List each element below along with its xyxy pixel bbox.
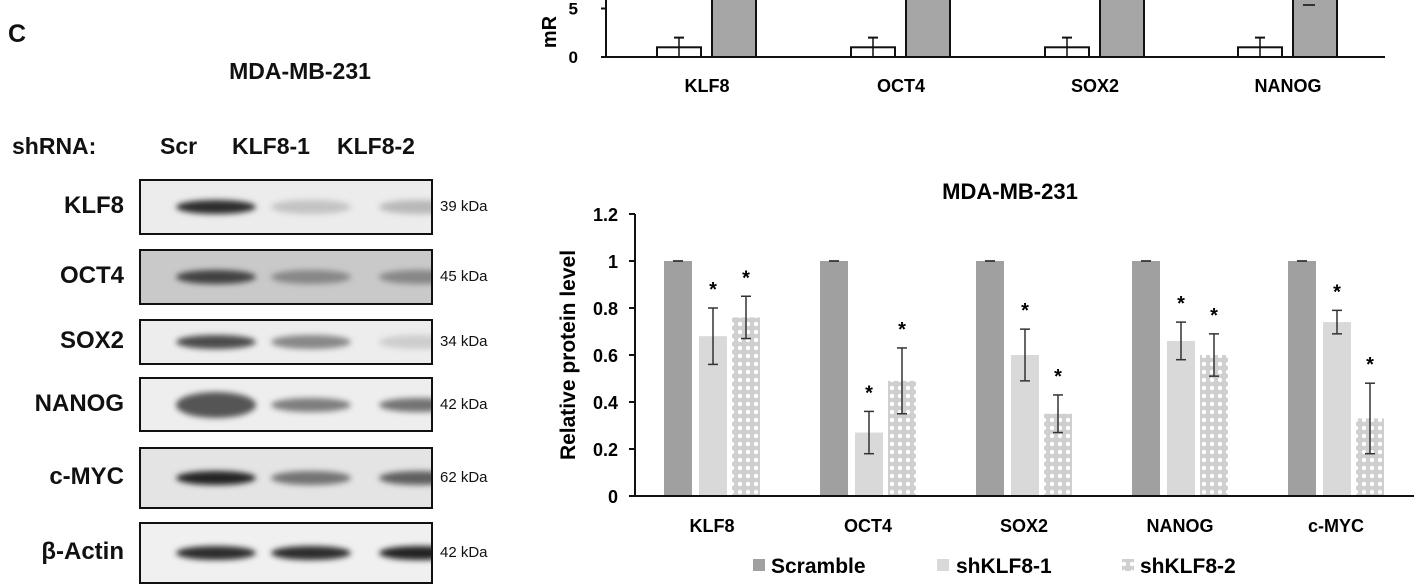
y-axis-label: Relative protein level (557, 250, 580, 460)
bar-scramble (1288, 261, 1316, 496)
category-label: KLF8 (685, 76, 730, 96)
significance-star: * (709, 279, 717, 301)
legend-label: shKLF8-2 (1140, 555, 1236, 578)
blot-row-label: c-MYC (49, 463, 124, 490)
protein-band (176, 270, 256, 284)
protein-band (379, 397, 431, 412)
blot-strip (139, 249, 433, 305)
protein-band (176, 391, 256, 418)
blot-row-label: KLF8 (64, 192, 124, 219)
category-label: NANOG (1147, 516, 1214, 536)
legend-swatch-shklf8-2 (1122, 559, 1134, 571)
protein-band (379, 270, 431, 284)
y-tick-label: 1.2 (593, 205, 618, 225)
category-label: KLF8 (690, 516, 735, 536)
molecular-weight-label: 62 kDa (440, 469, 488, 486)
legend-label: Scramble (771, 555, 866, 578)
blot-strip (139, 377, 433, 432)
protein-band (176, 471, 256, 485)
category-label: c-MYC (1308, 516, 1364, 536)
molecular-weight-label: 42 kDa (440, 544, 488, 561)
bar-grey-clipped (905, 0, 951, 58)
category-label: OCT4 (844, 516, 892, 536)
shrna-label: shRNA: (12, 133, 97, 159)
y-tick-label: 5 (569, 0, 578, 19)
category-label: NANOG (1255, 76, 1322, 96)
protein-band (271, 471, 351, 485)
bar-scramble (664, 261, 692, 496)
protein-band (176, 200, 256, 214)
blot-strip (139, 319, 433, 365)
y-axis-label: mR (539, 15, 561, 48)
legend-swatch-scramble (753, 559, 765, 571)
bar-shklf8-2 (1200, 355, 1228, 496)
category-label: OCT4 (877, 76, 925, 96)
y-tick-label: 0.6 (593, 346, 618, 366)
y-tick-label: 1 (608, 252, 618, 272)
molecular-weight-label: 39 kDa (440, 198, 488, 215)
protein-band (176, 335, 256, 349)
bar-scramble (976, 261, 1004, 496)
protein-band (271, 200, 351, 214)
molecular-weight-label: 34 kDa (440, 333, 488, 350)
protein-band (379, 471, 431, 485)
bar-shklf8-1 (1323, 322, 1351, 496)
protein-band (176, 546, 256, 560)
protein-band (271, 397, 351, 412)
y-tick-label: 0.4 (593, 393, 618, 413)
significance-star: * (898, 319, 906, 341)
blot-title: MDA-MB-231 (229, 58, 371, 84)
protein-band (379, 546, 431, 560)
significance-star: * (1177, 293, 1185, 315)
legend-swatch-shklf8-1 (937, 559, 949, 571)
blot-strip (139, 179, 433, 235)
significance-star: * (1333, 281, 1341, 303)
y-tick-label: 0.8 (593, 299, 618, 319)
blot-row-label: OCT4 (59, 262, 124, 289)
significance-star: * (1210, 305, 1218, 327)
bar-grey-clipped (711, 0, 757, 58)
lane-label-klf8-2: KLF8-2 (337, 133, 415, 159)
bar-shklf8-1 (1167, 340, 1195, 496)
bar-grey-clipped (1292, 0, 1338, 58)
molecular-weight-label: 45 kDa (440, 268, 488, 285)
blot-strip (139, 522, 433, 584)
blot-row-label: NANOG (34, 389, 124, 417)
bar-shklf8-2 (732, 317, 760, 496)
bar-scramble (820, 261, 848, 496)
significance-star: * (1366, 354, 1374, 376)
protein-band (379, 335, 431, 349)
lane-label-scr: Scr (160, 133, 198, 159)
y-tick-label: 0.2 (593, 440, 618, 460)
bar-scramble (1132, 261, 1160, 496)
blot-row-label: β-Actin (41, 538, 124, 565)
bar-grey-clipped (1099, 0, 1145, 58)
category-label: SOX2 (1000, 516, 1048, 536)
significance-star: * (865, 382, 873, 404)
legend-label: shKLF8-1 (956, 555, 1052, 578)
blot-strip (139, 447, 433, 509)
molecular-weight-label: 42 kDa (440, 395, 488, 413)
y-tick-label: 0 (608, 487, 618, 507)
protein-band (271, 546, 351, 560)
protein-band (271, 335, 351, 349)
panel-letter: C (8, 20, 27, 48)
significance-star: * (1054, 366, 1062, 388)
significance-star: * (1021, 300, 1029, 322)
y-tick-label: 0 (569, 48, 578, 67)
blot-row-label: SOX2 (59, 327, 124, 354)
lane-label-klf8-1: KLF8-1 (232, 133, 310, 159)
chart-title: MDA-MB-231 (942, 179, 1078, 204)
protein-band (271, 270, 351, 284)
significance-star: * (742, 267, 750, 289)
protein-band (379, 200, 431, 214)
category-label: SOX2 (1071, 76, 1119, 96)
